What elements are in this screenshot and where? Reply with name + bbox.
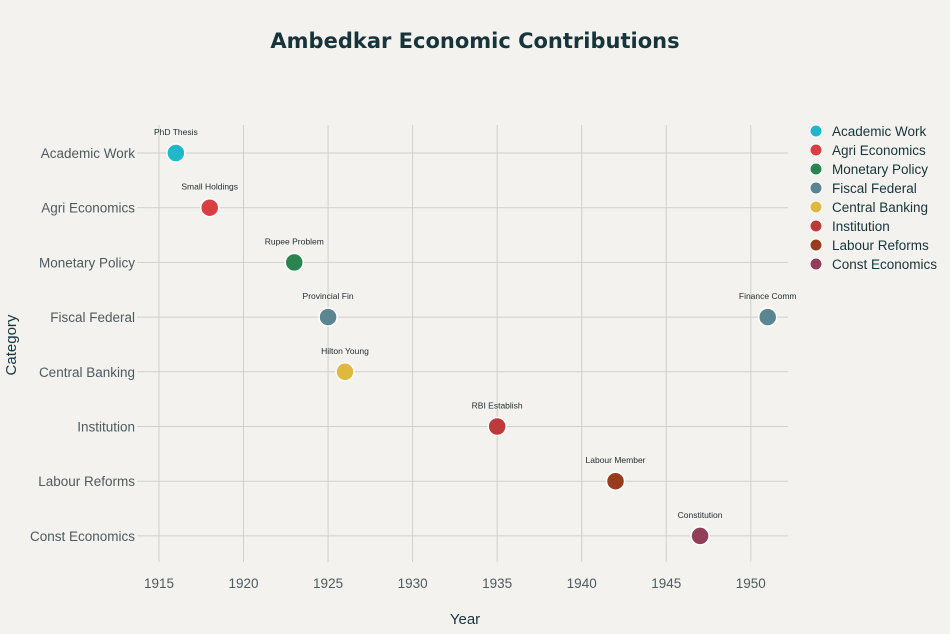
data-point [335, 362, 355, 382]
data-label: Hilton Young [321, 346, 369, 356]
data-point [166, 143, 186, 163]
legend-marker [809, 143, 823, 157]
chart-title: Ambedkar Economic Contributions [270, 29, 679, 53]
data-point [487, 416, 507, 437]
data-points: PhD Thesis Small Holdings Rupee Problem Pro… [154, 127, 797, 546]
y-category-label: Central Banking [39, 365, 135, 380]
legend-marker [809, 238, 823, 252]
legend-marker [809, 181, 823, 195]
legend: Academic Work Agri Economics Monetary Poli… [809, 124, 937, 272]
y-category-label: Agri Economics [41, 201, 135, 216]
data-label: Labour Member [586, 455, 646, 465]
legend-label: Institution [832, 219, 890, 234]
y-axis-categories: Academic Work Agri Economics Monetary Poli… [30, 146, 135, 544]
x-tick-label: 1920 [229, 576, 259, 591]
data-label: PhD Thesis [154, 127, 198, 137]
x-tick-label: 1915 [144, 576, 174, 591]
y-category-label: Const Economics [30, 529, 135, 544]
x-axis-ticks: 1915 1920 1925 1930 1935 1940 1945 1950 [144, 576, 766, 591]
x-tick-label: 1930 [398, 576, 428, 591]
data-point [690, 526, 710, 546]
legend-label: Agri Economics [832, 143, 926, 158]
grid [137, 125, 788, 562]
data-point [284, 252, 305, 273]
legend-label: Const Economics [832, 257, 937, 272]
x-tick-label: 1950 [736, 576, 766, 591]
legend-marker [809, 219, 823, 233]
data-label: Constitution [678, 510, 723, 520]
y-category-label: Fiscal Federal [50, 310, 135, 325]
legend-marker [809, 200, 823, 214]
data-label: Rupee Problem [265, 236, 324, 246]
y-category-label: Institution [77, 420, 135, 435]
legend-label: Monetary Policy [832, 162, 928, 177]
legend-label: Fiscal Federal [832, 181, 917, 196]
y-category-label: Labour Reforms [38, 474, 135, 489]
data-label: Provincial Fin [303, 291, 354, 301]
data-label: Small Holdings [181, 182, 238, 192]
legend-label: Academic Work [832, 124, 927, 139]
x-axis-title: Year [450, 611, 480, 628]
x-tick-label: 1940 [567, 576, 597, 591]
legend-label: Central Banking [832, 200, 928, 215]
y-category-label: Academic Work [41, 146, 136, 161]
x-tick-label: 1935 [482, 576, 512, 591]
x-tick-label: 1925 [313, 576, 343, 591]
data-point [199, 197, 220, 218]
y-category-label: Monetary Policy [39, 255, 135, 270]
legend-marker [809, 162, 823, 176]
data-point [318, 307, 338, 327]
data-point [757, 307, 778, 327]
data-point [605, 471, 626, 491]
x-tick-label: 1945 [651, 576, 681, 591]
legend-marker [809, 257, 823, 271]
data-label: Finance Comm [739, 291, 797, 301]
legend-label: Labour Reforms [832, 238, 929, 253]
data-label: RBI Establish [472, 401, 523, 411]
y-axis-title: Category [3, 314, 20, 375]
legend-marker [809, 124, 823, 138]
